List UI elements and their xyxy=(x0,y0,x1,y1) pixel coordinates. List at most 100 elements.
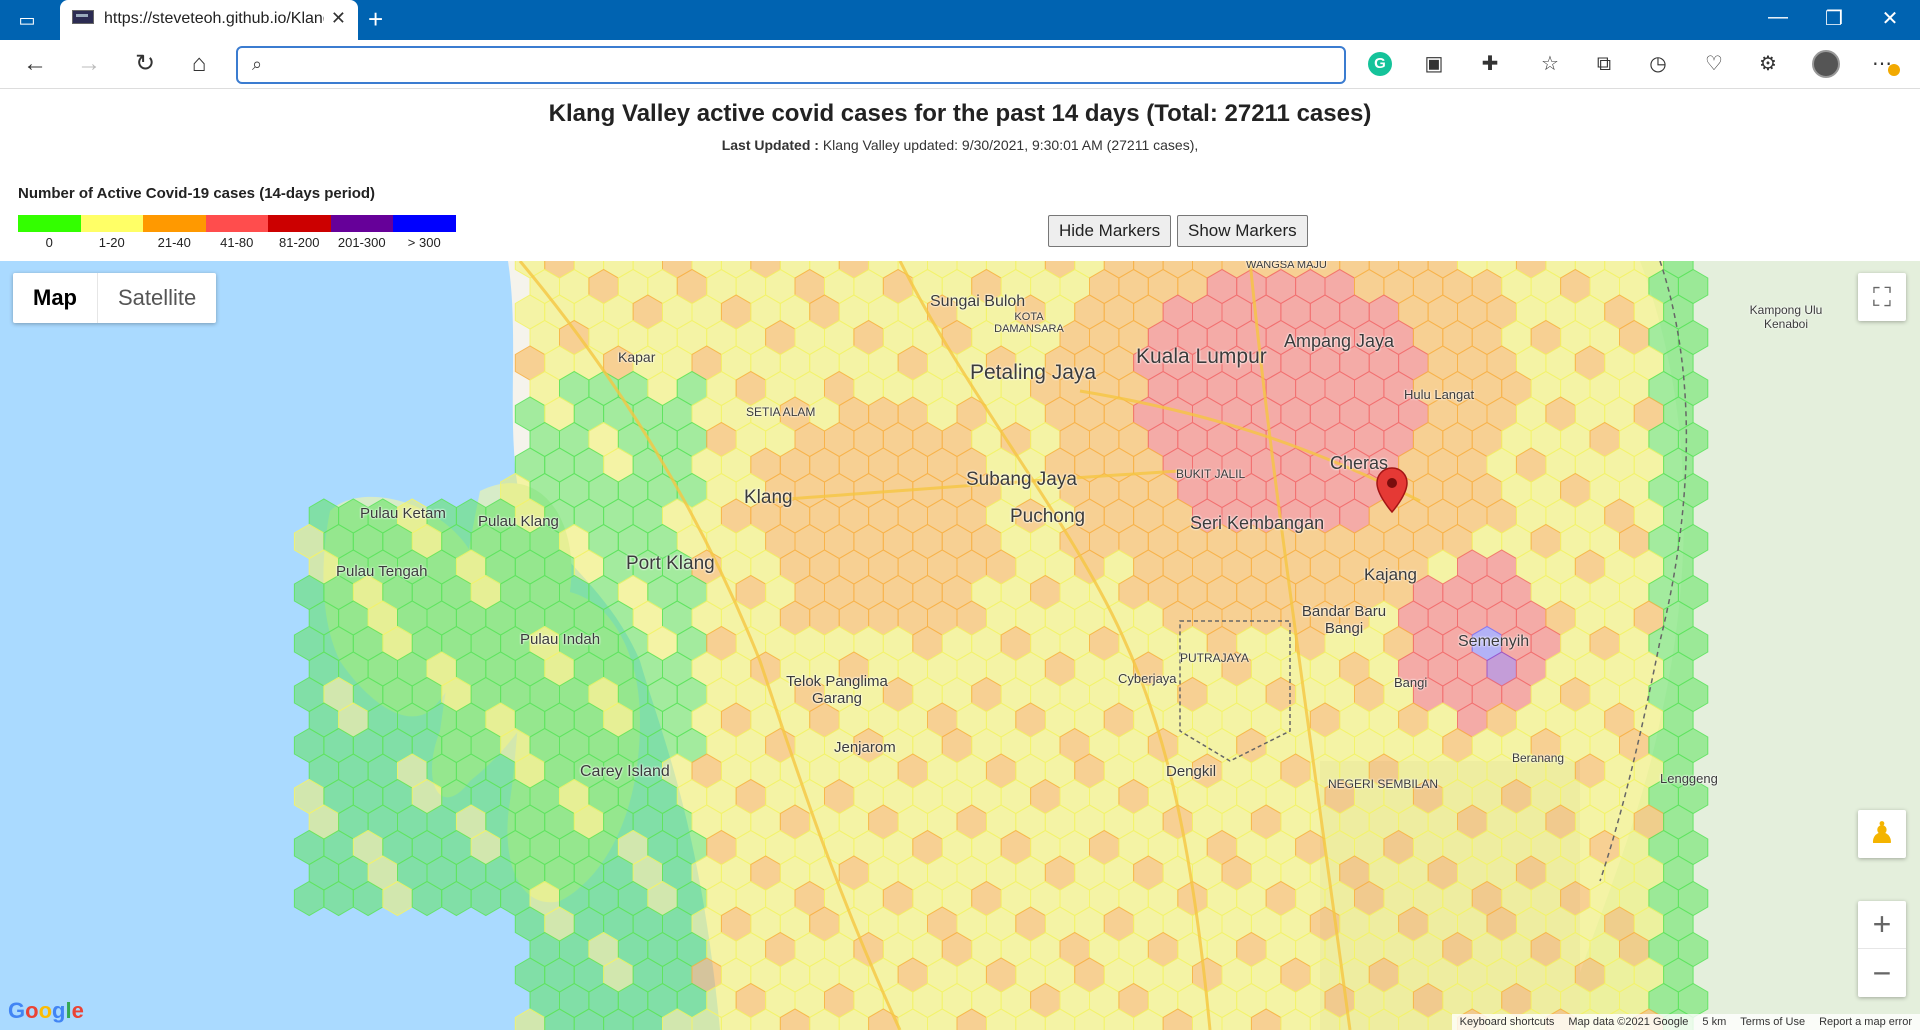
hex-cell[interactable] xyxy=(1133,1008,1164,1030)
minimize-icon[interactable]: — xyxy=(1768,6,1788,28)
hex-cell[interactable] xyxy=(1427,1008,1458,1030)
avatar[interactable] xyxy=(1812,50,1840,78)
highway-road xyxy=(1248,261,1352,1030)
close-tab-icon[interactable]: ✕ xyxy=(330,8,346,28)
hide-markers-button[interactable]: Hide Markers xyxy=(1048,215,1172,247)
legend-item: 0 xyxy=(18,215,81,250)
hex-cell[interactable] xyxy=(868,1008,899,1030)
highway-road xyxy=(518,261,902,1030)
hex-cell[interactable] xyxy=(927,1008,958,1030)
back-icon[interactable]: ← xyxy=(23,50,47,77)
hex-cell[interactable] xyxy=(1398,1008,1429,1030)
more-menu-icon[interactable]: ⋯ xyxy=(1872,53,1892,75)
google-logo: Google xyxy=(8,998,84,1023)
legend-swatch xyxy=(268,215,331,232)
show-markers-button[interactable]: Show Markers xyxy=(1177,215,1308,247)
legend-swatch xyxy=(393,215,456,232)
hex-cell[interactable] xyxy=(985,1008,1017,1030)
map-canvas[interactable] xyxy=(0,261,1920,1030)
legend-label: 81-200 xyxy=(279,235,320,250)
hex-cell[interactable] xyxy=(514,1008,546,1030)
street-view-pegman-icon[interactable]: ♟ xyxy=(1858,810,1906,858)
hex-cell[interactable] xyxy=(1044,1008,1076,1030)
legend-item: 21-40 xyxy=(143,215,206,250)
map-label-pulau-indah: Pulau Indah xyxy=(520,631,601,648)
map-label-hulu-langat: Hulu Langat xyxy=(1404,387,1475,402)
map-label-ampang-jaya: Ampang Jaya xyxy=(1284,331,1395,351)
map-type-control: Map Satellite xyxy=(13,273,217,323)
map-label-negeri-sembilan: NEGERI SEMBILAN xyxy=(1328,777,1439,791)
legend-swatch xyxy=(80,215,143,232)
report-error-link[interactable]: Report a map error xyxy=(1819,1016,1912,1028)
map-label-telok-panglima-garang: Telok Panglima Garang xyxy=(786,673,888,707)
browser-toolbar: ← → ↻ ⌂ ⌕ G ▣ ✚ ☆ ⧉ ◷ ♡ ⚙ ⋯ xyxy=(0,40,1920,89)
hex-cell[interactable] xyxy=(544,1008,575,1030)
map-label-beranang: Beranang xyxy=(1512,751,1565,765)
performance-icon[interactable]: ♡ xyxy=(1705,53,1723,75)
share-icon[interactable]: ⚙ xyxy=(1759,53,1777,75)
address-bar[interactable]: ⌕ xyxy=(236,46,1346,84)
map-scale[interactable]: 5 km xyxy=(1702,1016,1727,1028)
hex-cell[interactable] xyxy=(1162,1008,1193,1030)
map-label-kuala-lumpur: Kuala Lumpur xyxy=(1136,345,1267,368)
hex-cell[interactable] xyxy=(691,1008,722,1030)
forward-icon[interactable]: → xyxy=(77,50,101,77)
restore-icon[interactable]: ❐ xyxy=(1825,8,1843,30)
hex-cell[interactable] xyxy=(1015,1008,1046,1030)
tab-actions-icon[interactable]: ▭ xyxy=(18,10,36,30)
map-data-attribution: Map data ©2021 Google xyxy=(1568,1016,1689,1028)
hex-cell[interactable] xyxy=(1103,1008,1135,1030)
last-updated-label: Last Updated : xyxy=(721,137,819,153)
browser-tab[interactable]: https://steveteoh.github.io/Klang ✕ xyxy=(60,0,358,40)
hex-cell[interactable] xyxy=(956,1008,987,1030)
terms-link[interactable]: Terms of Use xyxy=(1740,1016,1806,1028)
covid-hex-map[interactable]: Map Satellite ⛶ ♟ + − Google Keyboard sh… xyxy=(0,261,1920,1030)
keyboard-shortcuts-link[interactable]: Keyboard shortcuts xyxy=(1459,1016,1555,1028)
history-icon[interactable]: ◷ xyxy=(1649,53,1667,75)
legend-item: 201-300 xyxy=(330,215,393,250)
new-tab-button[interactable]: + xyxy=(368,4,384,34)
map-label-jenjarom: Jenjarom xyxy=(834,739,896,756)
map-label-setia-alam: SETIA ALAM xyxy=(746,405,816,419)
map-label-pulau-tengah: Pulau Tengah xyxy=(336,563,428,580)
hex-cell[interactable] xyxy=(720,1008,752,1030)
close-window-icon[interactable]: ✕ xyxy=(1881,8,1899,30)
legend-item: 41-80 xyxy=(205,215,268,250)
hex-cell[interactable] xyxy=(809,1008,840,1030)
extension-icon[interactable]: ▣ xyxy=(1424,53,1444,75)
hex-cell[interactable] xyxy=(573,1008,605,1030)
hex-cell[interactable] xyxy=(838,1008,870,1030)
puzzle-icon[interactable]: ✚ xyxy=(1481,53,1499,75)
tab-title: https://steveteoh.github.io/Klang xyxy=(104,10,324,27)
hex-cell[interactable] xyxy=(1221,1008,1252,1030)
hex-cell[interactable] xyxy=(750,1008,781,1030)
hex-cell[interactable] xyxy=(779,1008,811,1030)
hex-cell[interactable] xyxy=(662,1008,693,1030)
zoom-in-button[interactable]: + xyxy=(1858,901,1906,949)
hex-cell[interactable] xyxy=(1309,1008,1341,1030)
refresh-icon[interactable]: ↻ xyxy=(134,50,156,77)
putrajaya-border xyxy=(1179,620,1291,762)
hex-cell[interactable] xyxy=(1280,1008,1311,1030)
map-label-subang-jaya: Subang Jaya xyxy=(966,469,1077,490)
hex-cell[interactable] xyxy=(1368,1008,1400,1030)
hex-cell[interactable] xyxy=(1074,1008,1105,1030)
collections-icon[interactable]: ⧉ xyxy=(1596,53,1612,75)
grammarly-extension-icon[interactable]: G xyxy=(1368,52,1392,76)
map-label-cyberjaya: Cyberjaya xyxy=(1118,671,1177,686)
zoom-out-button[interactable]: − xyxy=(1872,955,1892,991)
map-label-klang: Klang xyxy=(744,487,793,508)
favorites-icon[interactable]: ☆ xyxy=(1541,53,1559,75)
map-type-map-button[interactable]: Map xyxy=(33,285,77,310)
hex-cell[interactable] xyxy=(897,1008,928,1030)
fullscreen-icon[interactable]: ⛶ xyxy=(1858,273,1906,321)
map-type-satellite-button[interactable]: Satellite xyxy=(97,273,216,323)
address-input[interactable] xyxy=(286,51,1330,79)
legend-swatch xyxy=(330,215,393,232)
hex-cell[interactable] xyxy=(603,1008,634,1030)
last-updated-value: Klang Valley updated: 9/30/2021, 9:30:01… xyxy=(818,137,1199,153)
hex-cell[interactable] xyxy=(632,1008,663,1030)
home-icon[interactable]: ⌂ xyxy=(191,50,207,77)
state-border xyxy=(1599,261,1688,882)
hex-cell[interactable] xyxy=(1250,1008,1282,1030)
